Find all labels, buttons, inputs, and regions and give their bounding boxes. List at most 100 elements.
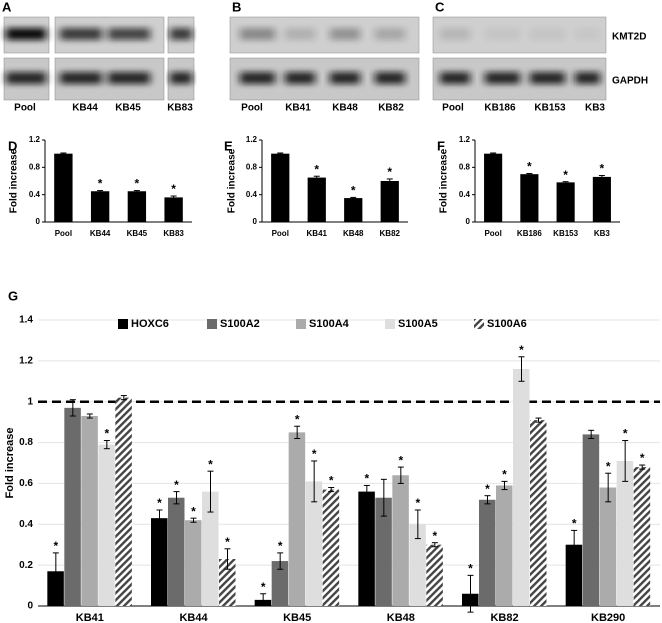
panel-letter: E [224, 138, 233, 153]
significance-mark: * [314, 162, 319, 176]
x-tick-label: KB44 [90, 229, 111, 238]
blot-band [440, 28, 470, 40]
blot-band [108, 72, 150, 84]
lane-label: KB153 [534, 103, 566, 114]
x-tick-label: KB290 [591, 612, 625, 623]
significance-mark: * [606, 459, 611, 473]
blot-band [575, 28, 600, 40]
blot-band [6, 28, 46, 40]
significance-mark: * [468, 562, 473, 576]
bar [288, 432, 306, 606]
bar [344, 198, 363, 222]
significance-mark: * [398, 453, 403, 467]
y-tick-label: 0.8 [19, 437, 33, 448]
legend-label: S100A5 [398, 318, 438, 330]
blot-band [6, 72, 46, 84]
x-tick-label: Pool [484, 229, 501, 238]
bar [184, 520, 202, 606]
significance-mark: * [104, 427, 109, 441]
bar [54, 153, 73, 222]
legend-swatch [207, 319, 217, 329]
bar [202, 491, 219, 606]
significance-mark: * [171, 182, 176, 196]
lane-label: Pool [14, 103, 36, 114]
bar [409, 524, 426, 606]
bar [380, 181, 399, 222]
legend-swatch [474, 319, 484, 329]
blot-band [285, 28, 315, 40]
blot-band [485, 72, 520, 84]
legend-swatch [296, 319, 306, 329]
significance-mark: * [623, 427, 628, 441]
y-tick-label: 0.8 [459, 162, 471, 171]
blot-band [330, 28, 360, 40]
bar [98, 444, 115, 606]
y-tick-label: 0.4 [459, 190, 471, 199]
y-tick-label: 1.4 [19, 315, 33, 326]
blot-band [240, 72, 275, 84]
blot-band [285, 72, 315, 84]
blot-band [108, 28, 150, 40]
lane-label: KB82 [378, 103, 404, 114]
blot-band [575, 72, 600, 84]
x-tick-label: Pool [272, 229, 289, 238]
y-tick-label: 1.2 [29, 135, 41, 144]
y-tick-label: 0.6 [19, 478, 33, 489]
y-tick-label: 0.4 [29, 190, 41, 199]
y-tick-label: 1.2 [19, 355, 33, 366]
bar [375, 497, 392, 606]
lane-label: KB3 [585, 103, 605, 114]
y-axis-label: Fold increase [227, 148, 238, 213]
blot-band [375, 28, 405, 40]
bar [478, 499, 496, 606]
x-tick-label: KB45 [127, 229, 148, 238]
bar [426, 544, 443, 606]
bar [599, 487, 617, 606]
bar [167, 497, 185, 606]
blot-band [330, 72, 360, 84]
significance-mark: * [600, 162, 605, 176]
x-tick-label: KB186 [517, 229, 542, 238]
significance-mark: * [278, 539, 283, 553]
y-tick-label: 1.2 [459, 135, 471, 144]
legend-label: S100A2 [220, 318, 260, 330]
significance-mark: * [191, 504, 196, 518]
panel-letter: B [232, 0, 241, 14]
y-tick-label: 0 [466, 217, 471, 226]
significance-mark: * [225, 535, 230, 549]
significance-mark: * [433, 529, 438, 543]
significance-mark: * [53, 539, 58, 553]
lane-label: KB44 [72, 103, 98, 114]
bar [530, 420, 547, 606]
blot-band [170, 72, 192, 84]
x-tick-label: KB41 [76, 612, 104, 623]
blot-band [170, 28, 192, 40]
significance-mark: * [157, 496, 162, 510]
bar [150, 518, 168, 606]
significance-mark: * [295, 412, 300, 426]
significance-mark: * [135, 177, 140, 191]
legend-label: S100A6 [487, 318, 527, 330]
bar [592, 176, 611, 222]
x-tick-label: KB44 [179, 612, 208, 623]
bar [392, 475, 409, 606]
significance-mark: * [415, 496, 420, 510]
y-tick-label: 0 [27, 601, 33, 612]
blot-band [240, 28, 275, 40]
significance-mark: * [312, 447, 317, 461]
y-tick-label: 0.4 [246, 190, 258, 199]
significance-mark: * [519, 343, 524, 357]
bar [565, 544, 583, 606]
significance-mark: * [174, 478, 179, 492]
bar [556, 182, 575, 222]
x-tick-label: KB153 [553, 229, 578, 238]
blot-band [530, 72, 565, 84]
y-tick-label: 1 [27, 396, 33, 407]
lane-label: KB41 [285, 103, 311, 114]
y-tick-label: 0 [253, 217, 258, 226]
panel-letter: F [437, 138, 445, 153]
legend-label: S100A4 [309, 318, 350, 330]
lane-label: KB45 [115, 103, 141, 114]
x-tick-label: KB83 [163, 229, 184, 238]
